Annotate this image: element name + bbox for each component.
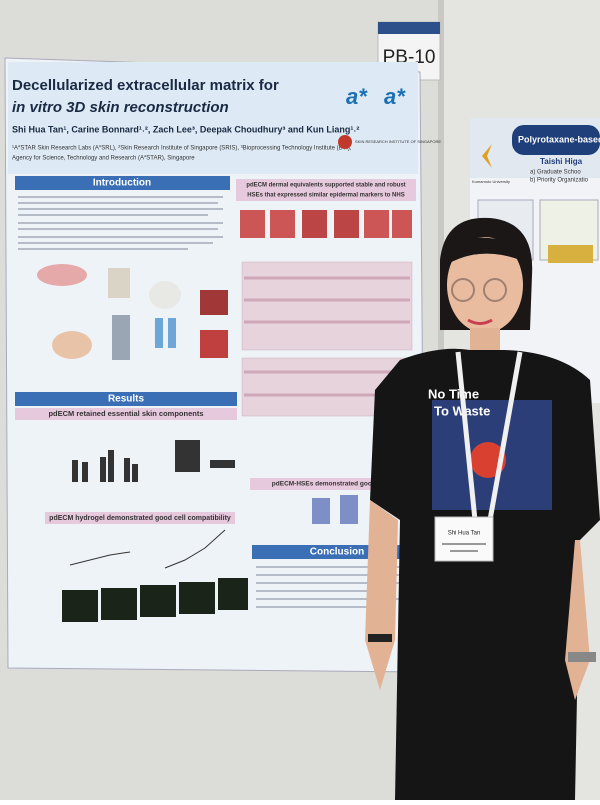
section-title: pdECM dermal equivalents supported stabl… — [246, 183, 405, 189]
bracelet — [368, 634, 392, 642]
section-header — [236, 179, 416, 201]
logo-icon — [338, 135, 352, 149]
side-author: Taishi Higa — [540, 157, 583, 166]
side-logo — [482, 144, 492, 168]
section-title: Conclusion — [310, 547, 364, 558]
poster-title: in vitro 3D skin reconstruction — [12, 99, 229, 116]
side-title: Polyrotaxane-based T — [518, 134, 600, 144]
watch — [568, 652, 596, 662]
name-badge — [434, 516, 494, 562]
text-block — [256, 566, 416, 608]
figure — [108, 268, 130, 298]
poster-title: Decellularized extracellular matrix for — [12, 77, 279, 94]
line-figure — [69, 551, 131, 566]
section-title: Results — [108, 394, 145, 405]
section-header — [15, 408, 237, 420]
hair-fringe — [445, 237, 520, 265]
section-title: pdECM hydrogel demonstrated good cell co… — [49, 515, 231, 522]
bar-figure — [72, 440, 235, 482]
poster-authors: Shi Hua Tan¹, Carine Bonnard¹˒², Zach Le… — [12, 124, 359, 134]
section-header — [15, 176, 230, 190]
poster-affiliation: Agency for Science, Technology and Resea… — [12, 156, 195, 162]
figure — [168, 318, 176, 348]
figure — [200, 330, 228, 358]
poster-affiliation: ¹A*STAR Skin Research Labs (A*SRL), ²Ski… — [12, 146, 352, 152]
lips — [467, 318, 493, 325]
badge-line — [442, 543, 486, 545]
bar-figure — [312, 498, 330, 524]
logo-text: SKIN RESEARCH INSTITUTE OF SINGAPORE — [355, 139, 441, 144]
logo: a* — [384, 84, 406, 109]
shirt-text: No Time — [428, 386, 479, 401]
arm — [365, 500, 398, 690]
section-header — [15, 392, 237, 406]
badge-name: Shi Hua Tan — [448, 531, 481, 537]
side-figure — [548, 245, 593, 263]
logo: a* — [346, 84, 368, 109]
section-title: Introduction — [93, 178, 151, 189]
side-affiliation: b) Priority Organizatio — [530, 178, 589, 184]
line-figure — [164, 529, 226, 569]
dish-row — [240, 210, 412, 238]
badge-line — [450, 550, 478, 552]
section-title: pdECM-HSEs demonstrated good barrier — [272, 481, 399, 488]
section-title: pdECM retained essential skin components — [48, 409, 203, 418]
glasses — [483, 278, 507, 302]
section-header — [45, 512, 235, 524]
figure — [149, 281, 181, 309]
figure — [200, 290, 228, 315]
figure — [155, 318, 163, 348]
bar-figure — [340, 495, 358, 524]
side-title-box — [512, 125, 600, 155]
section-title: HSEs that expressed similar epidermal ma… — [247, 193, 404, 199]
board-sign-strip — [378, 22, 440, 34]
side-university: Kumamoto University — [472, 179, 510, 184]
glasses — [451, 278, 475, 302]
side-affiliation: a) Graduate Schoo — [530, 170, 581, 176]
text-block — [18, 196, 223, 250]
figure — [112, 315, 130, 360]
poster-header — [8, 62, 418, 174]
fluorescence-row — [62, 578, 248, 622]
pig-figure — [37, 264, 87, 286]
tissue-figure — [52, 331, 92, 359]
